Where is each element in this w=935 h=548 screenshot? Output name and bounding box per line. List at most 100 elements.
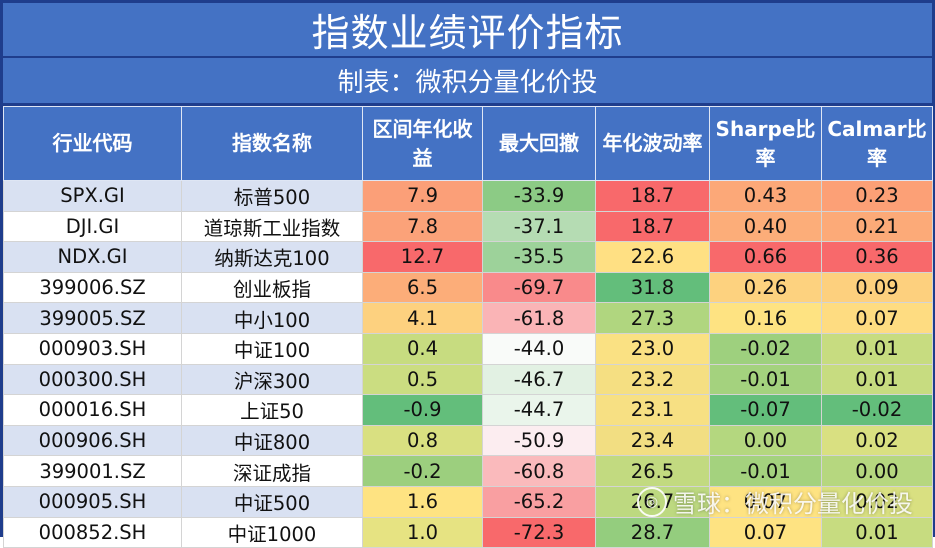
return-cell: -0.2 bbox=[362, 455, 483, 487]
return-cell: 0.4 bbox=[362, 332, 483, 365]
table-row: 399005.SZ 中小100 4.1 -61.8 27.3 0.16 0.07 bbox=[3, 302, 933, 334]
calmar-cell: 0.02 bbox=[821, 485, 933, 518]
return-cell: 6.5 bbox=[362, 271, 483, 304]
drawdown-cell: -69.7 bbox=[482, 271, 596, 304]
sharpe-cell: 0.07 bbox=[709, 485, 822, 518]
calmar-cell: 0.09 bbox=[821, 271, 933, 304]
header-calmar: Calmar比率 bbox=[821, 106, 933, 181]
table-row: DJI.GI 道琼斯工业指数 7.8 -37.1 18.7 0.40 0.21 bbox=[3, 210, 933, 243]
code-cell: 000903.SH bbox=[3, 332, 182, 365]
volatility-cell: 26.5 bbox=[595, 455, 710, 487]
sharpe-cell: -0.07 bbox=[709, 394, 822, 426]
sharpe-cell: -0.02 bbox=[709, 332, 822, 365]
calmar-cell: 0.01 bbox=[821, 516, 933, 548]
code-cell: 000906.SH bbox=[3, 424, 182, 457]
return-cell: 12.7 bbox=[362, 241, 483, 273]
return-cell: 1.0 bbox=[362, 516, 483, 548]
code-cell: 399006.SZ bbox=[3, 271, 182, 304]
volatility-cell: 23.2 bbox=[595, 363, 710, 396]
name-cell: 标普500 bbox=[181, 180, 363, 212]
return-cell: 0.5 bbox=[362, 363, 483, 396]
name-cell: 创业板指 bbox=[181, 271, 363, 304]
calmar-cell: 0.01 bbox=[821, 332, 933, 365]
page-subtitle: 制表：微积分量化价投 bbox=[3, 58, 932, 106]
calmar-cell: 0.23 bbox=[821, 180, 933, 212]
volatility-cell: 31.8 bbox=[595, 271, 710, 304]
return-cell: 4.1 bbox=[362, 302, 483, 334]
code-cell: 399001.SZ bbox=[3, 455, 182, 487]
drawdown-cell: -35.5 bbox=[482, 241, 596, 273]
name-cell: 深证成指 bbox=[181, 455, 363, 487]
table-row: 000906.SH 中证800 0.8 -50.9 23.4 0.00 0.02 bbox=[3, 424, 933, 457]
return-cell: 7.8 bbox=[362, 210, 483, 243]
table-row: 000903.SH 中证100 0.4 -44.0 23.0 -0.02 0.01 bbox=[3, 332, 933, 365]
drawdown-cell: -61.8 bbox=[482, 302, 596, 334]
table-row: 399006.SZ 创业板指 6.5 -69.7 31.8 0.26 0.09 bbox=[3, 271, 933, 304]
header-code: 行业代码 bbox=[3, 106, 182, 181]
volatility-cell: 27.3 bbox=[595, 302, 710, 334]
index-performance-table: 行业代码 指数名称 区间年化收益 最大回撤 年化波动率 Sharpe比率 Cal… bbox=[3, 106, 933, 548]
drawdown-cell: -50.9 bbox=[482, 424, 596, 457]
return-cell: -0.9 bbox=[362, 394, 483, 426]
code-cell: DJI.GI bbox=[3, 210, 182, 243]
name-cell: 道琼斯工业指数 bbox=[181, 210, 363, 243]
name-cell: 中证800 bbox=[181, 424, 363, 457]
name-cell: 中小100 bbox=[181, 302, 363, 334]
sharpe-cell: 0.66 bbox=[709, 241, 822, 273]
return-cell: 0.8 bbox=[362, 424, 483, 457]
return-cell: 1.6 bbox=[362, 485, 483, 518]
sharpe-cell: -0.01 bbox=[709, 455, 822, 487]
header-name: 指数名称 bbox=[181, 106, 363, 181]
calmar-cell: 0.02 bbox=[821, 424, 933, 457]
name-cell: 中证100 bbox=[181, 332, 363, 365]
volatility-cell: 23.0 bbox=[595, 332, 710, 365]
calmar-cell: 0.01 bbox=[821, 363, 933, 396]
header-volatility: 年化波动率 bbox=[595, 106, 710, 181]
calmar-cell: 0.07 bbox=[821, 302, 933, 334]
sharpe-cell: 0.00 bbox=[709, 424, 822, 457]
name-cell: 沪深300 bbox=[181, 363, 363, 396]
sharpe-cell: 0.43 bbox=[709, 180, 822, 212]
volatility-cell: 28.7 bbox=[595, 516, 710, 548]
volatility-cell: 23.1 bbox=[595, 394, 710, 426]
return-cell: 7.9 bbox=[362, 180, 483, 212]
sharpe-cell: 0.07 bbox=[709, 516, 822, 548]
sharpe-cell: -0.01 bbox=[709, 363, 822, 396]
volatility-cell: 23.4 bbox=[595, 424, 710, 457]
code-cell: 000852.SH bbox=[3, 516, 182, 548]
code-cell: SPX.GI bbox=[3, 180, 182, 212]
table-row: 000300.SH 沪深300 0.5 -46.7 23.2 -0.01 0.01 bbox=[3, 363, 933, 396]
calmar-cell: -0.02 bbox=[821, 394, 933, 426]
table-row: NDX.GI 纳斯达克100 12.7 -35.5 22.6 0.66 0.36 bbox=[3, 241, 933, 273]
sharpe-cell: 0.16 bbox=[709, 302, 822, 334]
table-row: 000905.SH 中证500 1.6 -65.2 26.7 0.07 0.02 bbox=[3, 485, 933, 518]
table-row: SPX.GI 标普500 7.9 -33.9 18.7 0.43 0.23 bbox=[3, 180, 933, 212]
calmar-cell: 0.21 bbox=[821, 210, 933, 243]
drawdown-cell: -44.0 bbox=[482, 332, 596, 365]
name-cell: 纳斯达克100 bbox=[181, 241, 363, 273]
calmar-cell: 0.36 bbox=[821, 241, 933, 273]
name-cell: 上证50 bbox=[181, 394, 363, 426]
code-cell: 399005.SZ bbox=[3, 302, 182, 334]
page-title: 指数业绩评价指标 bbox=[3, 3, 932, 58]
code-cell: 000905.SH bbox=[3, 485, 182, 518]
drawdown-cell: -33.9 bbox=[482, 180, 596, 212]
table-row: 000016.SH 上证50 -0.9 -44.7 23.1 -0.07 -0.02 bbox=[3, 394, 933, 426]
header-sharpe: Sharpe比率 bbox=[709, 106, 822, 181]
volatility-cell: 26.7 bbox=[595, 485, 710, 518]
header-return: 区间年化收益 bbox=[362, 106, 483, 181]
drawdown-cell: -65.2 bbox=[482, 485, 596, 518]
calmar-cell: 0.00 bbox=[821, 455, 933, 487]
volatility-cell: 22.6 bbox=[595, 241, 710, 273]
name-cell: 中证1000 bbox=[181, 516, 363, 548]
table-row: 000852.SH 中证1000 1.0 -72.3 28.7 0.07 0.01 bbox=[3, 516, 933, 548]
name-cell: 中证500 bbox=[181, 485, 363, 518]
table-row: 399001.SZ 深证成指 -0.2 -60.8 26.5 -0.01 0.00 bbox=[3, 455, 933, 487]
sharpe-cell: 0.40 bbox=[709, 210, 822, 243]
header-drawdown: 最大回撤 bbox=[482, 106, 596, 181]
code-cell: 000300.SH bbox=[3, 363, 182, 396]
drawdown-cell: -60.8 bbox=[482, 455, 596, 487]
table-header-row: 行业代码 指数名称 区间年化收益 最大回撤 年化波动率 Sharpe比率 Cal… bbox=[3, 106, 933, 181]
sharpe-cell: 0.26 bbox=[709, 271, 822, 304]
volatility-cell: 18.7 bbox=[595, 210, 710, 243]
